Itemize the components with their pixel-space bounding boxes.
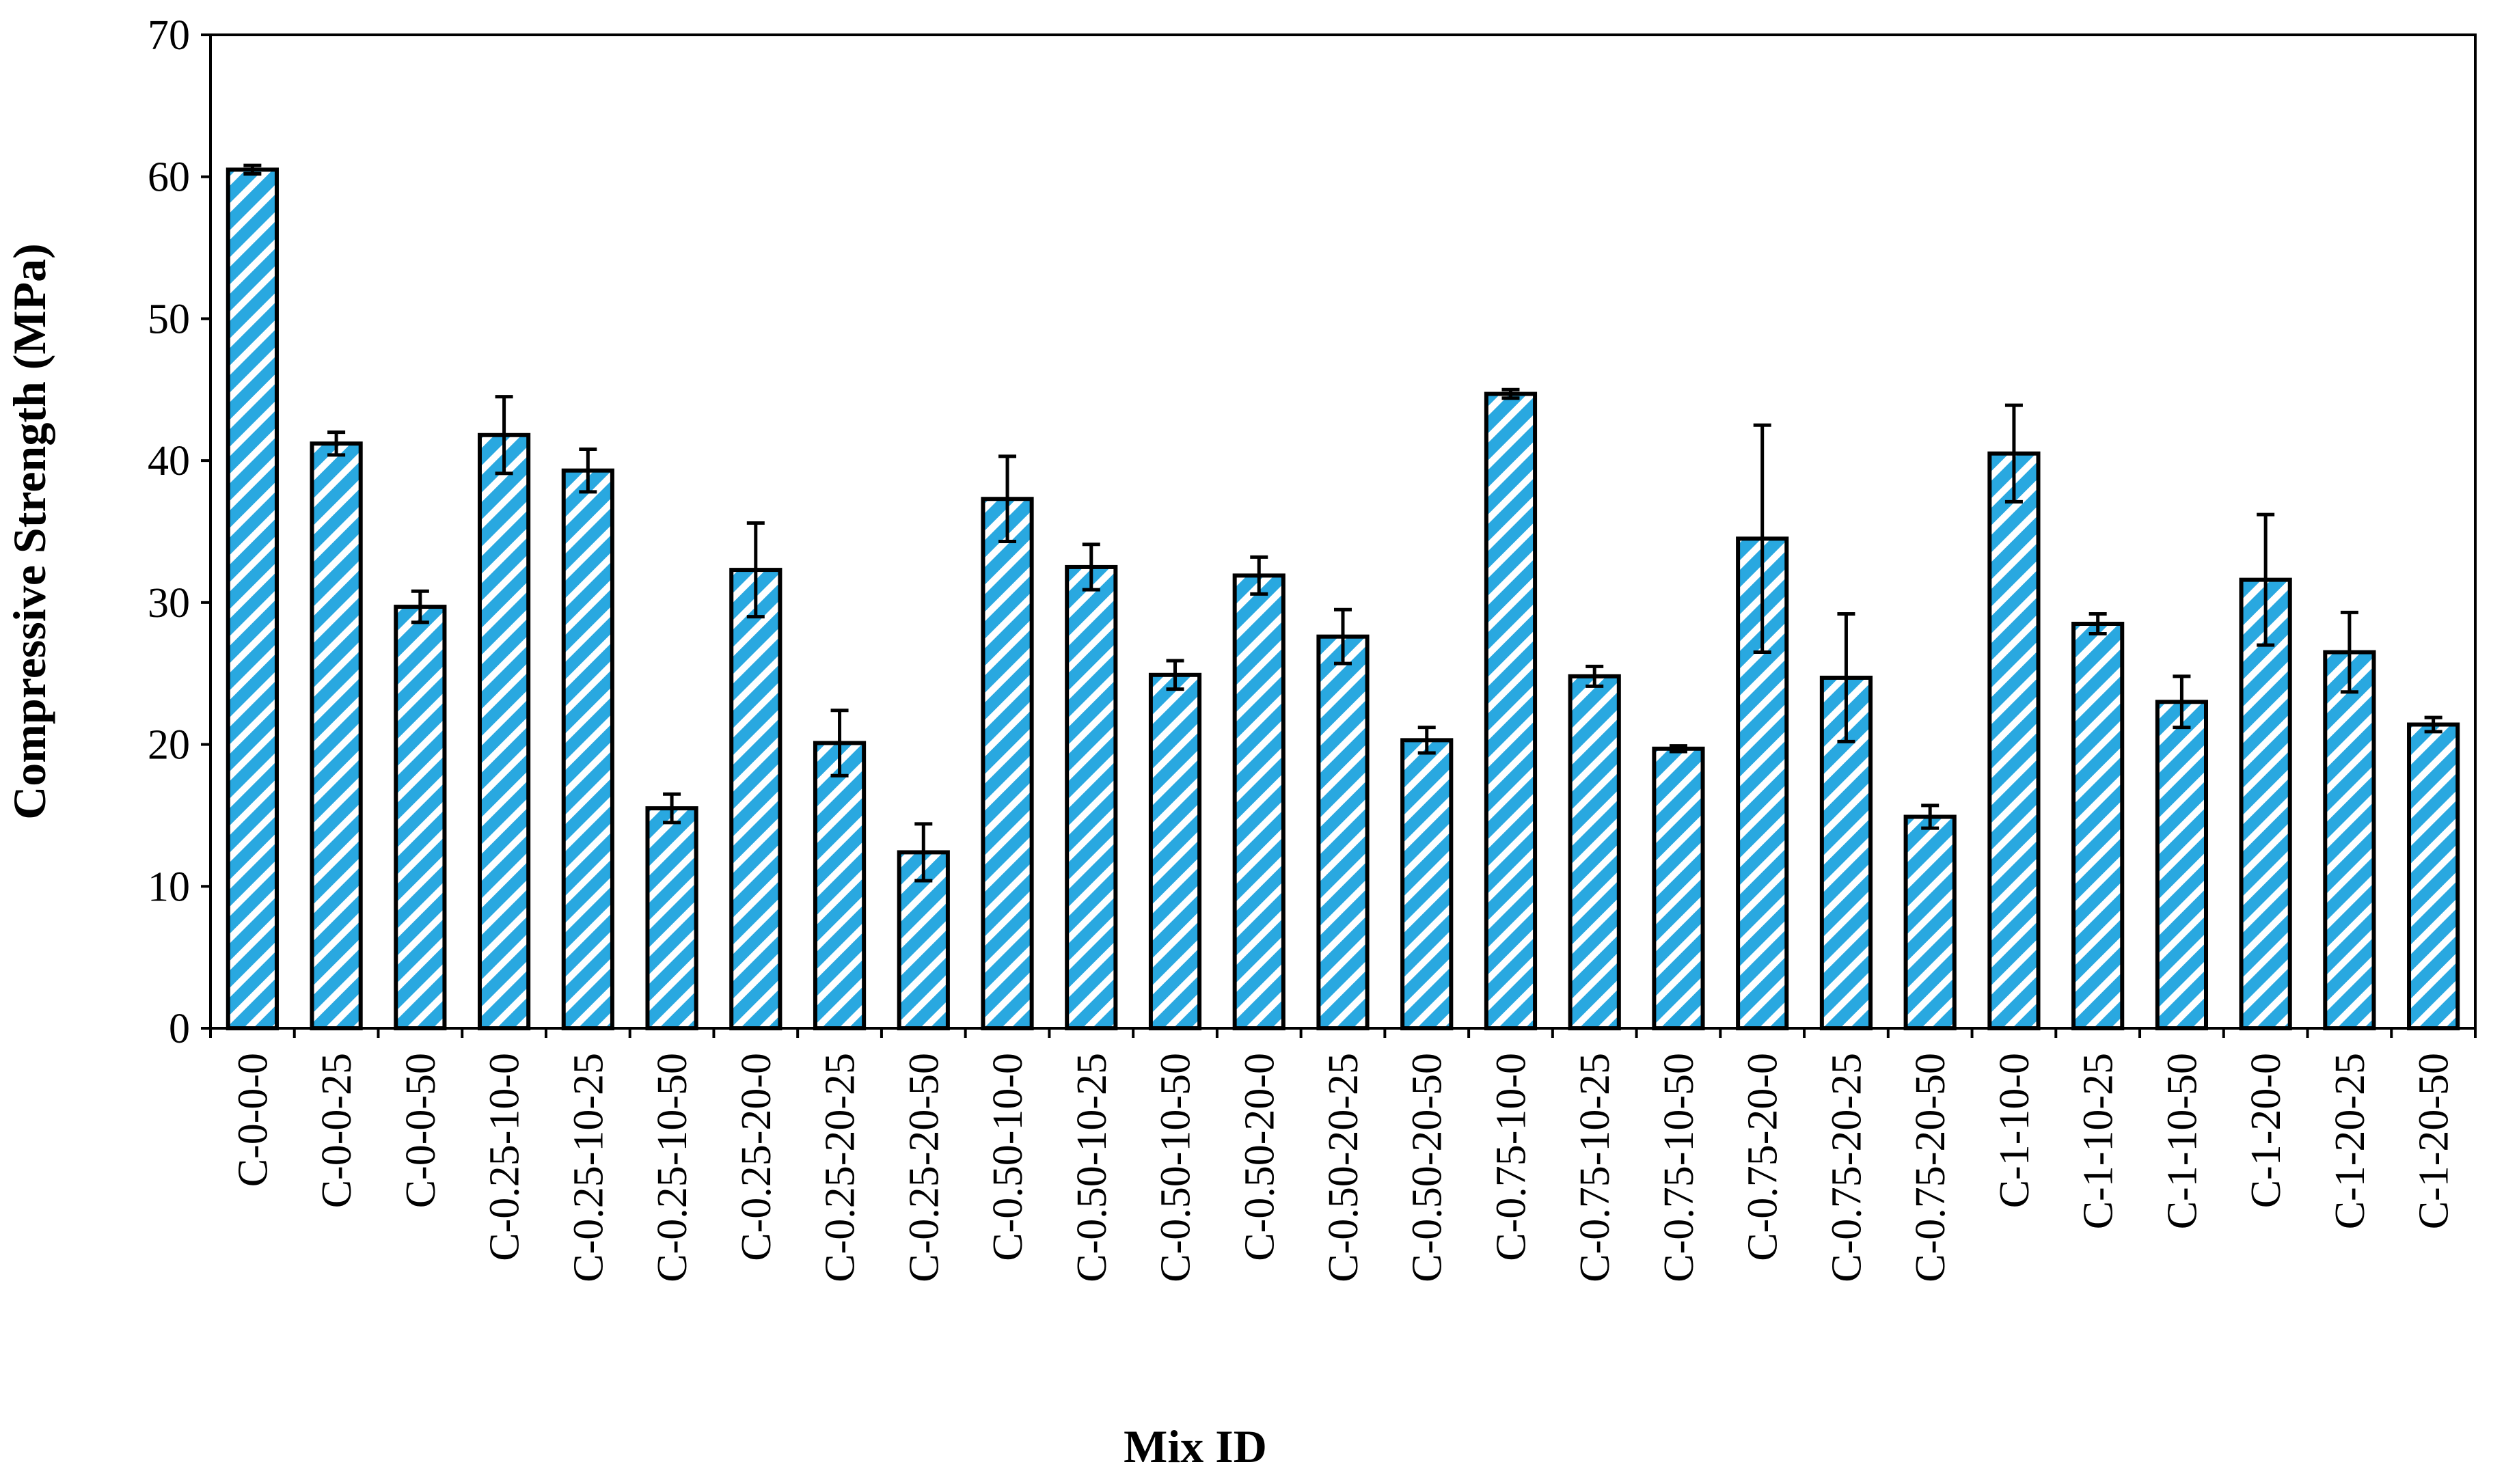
- x-tick-label: C-0.50-10-0: [985, 1053, 1031, 1261]
- y-tick-label: 20: [148, 722, 190, 769]
- bar: [226, 167, 279, 1030]
- bar: [2155, 700, 2209, 1031]
- bar: [1484, 391, 1538, 1030]
- y-tick-label: 70: [148, 12, 190, 59]
- x-tick-label: C-0.75-20-0: [1740, 1053, 1786, 1261]
- x-tick-label: C-0.25-10-0: [482, 1053, 528, 1261]
- bar: [1903, 814, 1957, 1031]
- y-axis: 0 10 20 30 40 50 60 70: [148, 12, 210, 1052]
- x-tick-label: C-0.25-20-0: [733, 1053, 780, 1261]
- bar: [1987, 451, 2041, 1030]
- bar: [477, 432, 531, 1030]
- x-tick-label: C-1-20-0: [2243, 1053, 2289, 1208]
- x-tick-label: C-0.75-20-25: [1823, 1053, 1870, 1282]
- x-tick-label: C-0.75-10-0: [1488, 1053, 1534, 1261]
- x-tick-label: C-0.25-20-50: [901, 1053, 947, 1282]
- bar: [729, 568, 782, 1030]
- x-tick-label: C-0-0-0: [230, 1053, 276, 1187]
- x-tick-label: C-1-10-50: [2159, 1053, 2205, 1229]
- bar: [2239, 577, 2292, 1030]
- x-tick-label: C-0.50-20-0: [1236, 1053, 1283, 1261]
- bar: [2407, 722, 2460, 1031]
- y-tick-label: 10: [148, 864, 190, 910]
- x-tick-label: C-1-10-0: [1991, 1053, 2038, 1208]
- x-axis-title: Mix ID: [1124, 1420, 1267, 1472]
- x-tick-label: C-0.75-10-50: [1656, 1053, 1702, 1282]
- x-tick-label: C-1-10-25: [2076, 1053, 2122, 1229]
- bar: [1232, 573, 1285, 1030]
- x-tick-label: C-1-20-25: [2327, 1053, 2373, 1229]
- bar: [1568, 674, 1621, 1030]
- bar: [1400, 738, 1454, 1030]
- bars: [226, 167, 2460, 1031]
- x-axis: C-0-0-0 C-0-0-25 C-0-0-50 C-0.25-10-0 C-0.25…: [209, 1028, 2477, 1282]
- x-tick-label: C-0.75-10-25: [1572, 1053, 1618, 1282]
- bar: [561, 468, 614, 1030]
- bar: [1652, 746, 1705, 1030]
- y-tick-label: 0: [169, 1006, 190, 1052]
- x-tick-label: C-0-0-50: [398, 1053, 444, 1208]
- bar: [645, 806, 698, 1030]
- x-tick-label: C-0-0-25: [314, 1053, 360, 1208]
- x-tick-label: C-1-20-50: [2411, 1053, 2458, 1229]
- y-tick-label: 30: [148, 580, 190, 627]
- x-tick-label: C-0.50-20-50: [1404, 1053, 1451, 1282]
- bar: [813, 741, 867, 1030]
- y-tick-label: 40: [148, 438, 190, 484]
- bar: [2323, 650, 2376, 1030]
- x-tick-label: C-0.50-10-25: [1069, 1053, 1115, 1282]
- bar: [981, 497, 1034, 1030]
- x-tick-label: C-0.25-10-50: [649, 1053, 696, 1282]
- bar: [1065, 564, 1118, 1030]
- x-tick-label: C-0.50-20-25: [1320, 1053, 1367, 1282]
- y-axis-title: Compressive Strength (MPa): [3, 243, 55, 820]
- bar: [310, 441, 363, 1030]
- y-tick-label: 50: [148, 296, 190, 342]
- bar: [394, 605, 447, 1030]
- error-bars: [243, 163, 2442, 883]
- x-tick-label: C-0.50-10-50: [1153, 1053, 1199, 1282]
- y-tick-label: 60: [148, 154, 190, 201]
- x-tick-label: C-0.25-20-25: [817, 1053, 864, 1282]
- x-tick-label: C-0.25-10-25: [565, 1053, 612, 1282]
- bar: [1148, 672, 1202, 1030]
- bar: [1316, 634, 1370, 1030]
- bar: [2071, 622, 2125, 1030]
- x-tick-label: C-0.75-20-50: [1907, 1053, 1954, 1282]
